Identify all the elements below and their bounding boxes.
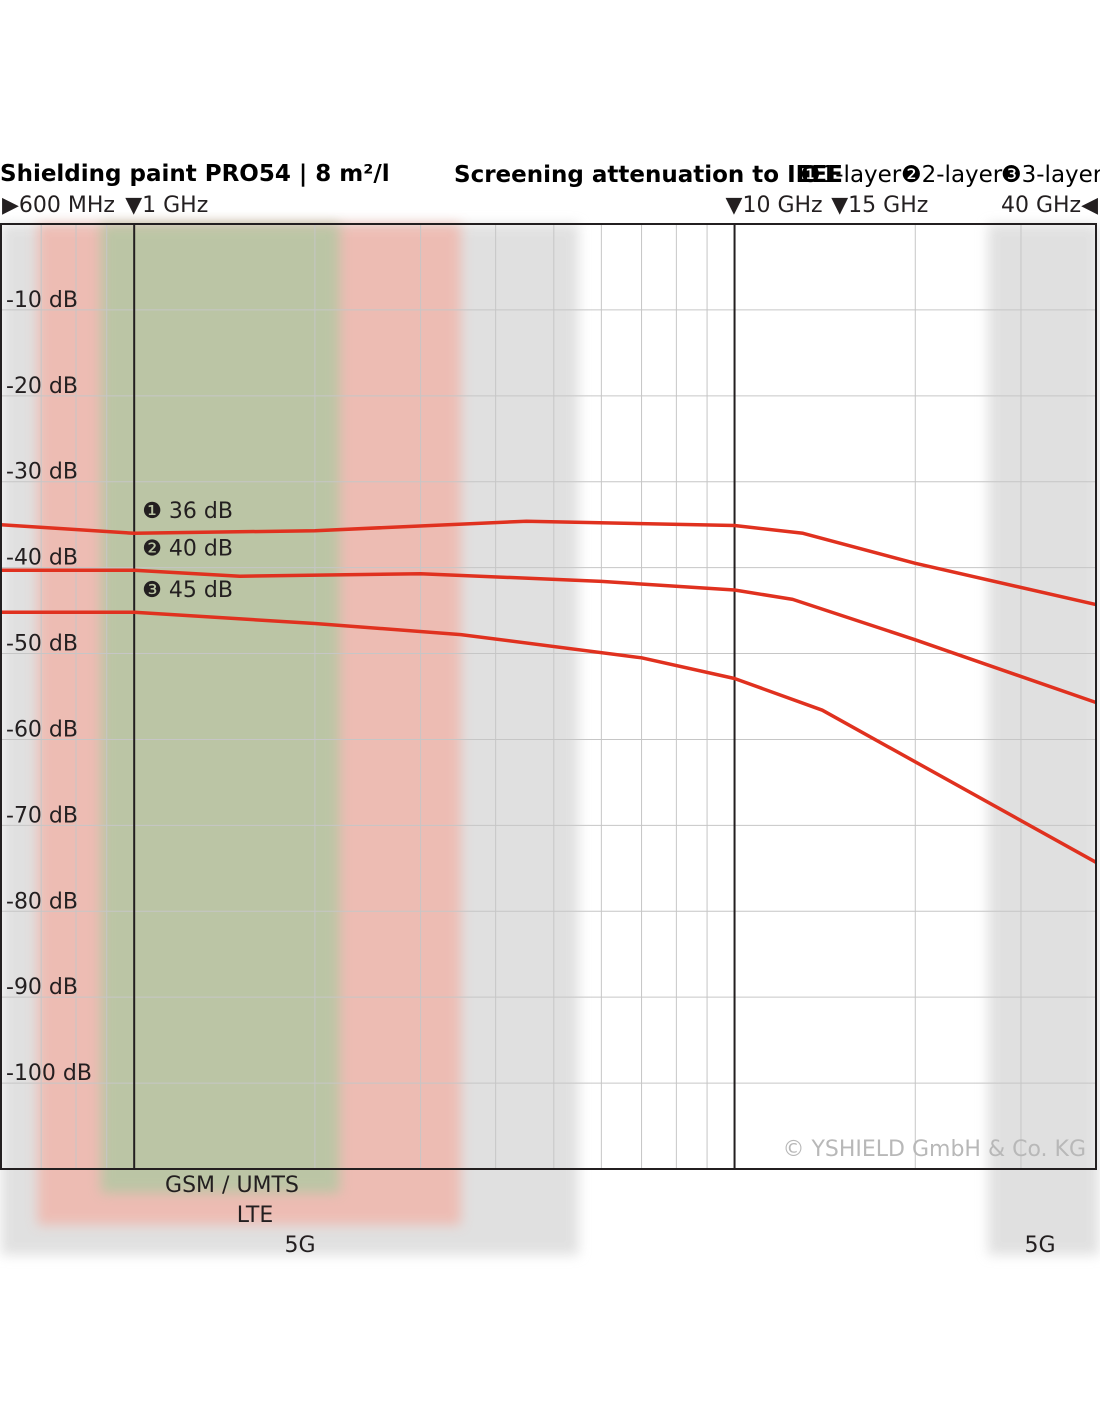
legend-layer-2: ❷2-layer [901,162,1003,188]
copyright-annotation: © YSHIELD GmbH & Co. KG [782,1137,1086,1162]
y-axis-ticks: -10 dB -20 dB -30 dB -40 dB -50 dB -60 dB -70 … [6,288,92,1086]
band-label-2: LTE [237,1203,274,1228]
series-line-3 [1,610,1097,864]
legend-label-3: 3-layer [1022,162,1100,188]
y-tick-label-7: -80 dB [6,889,78,914]
y-tick-label-4: -50 dB [6,632,78,657]
y-tick-label-5: -60 dB [6,717,78,742]
series-labels: ❶ 36 dB ❷ 40 dB ❸ 45 dB [142,499,233,603]
x-tick-label-3: ▼15 GHz [831,193,928,218]
legend-layer-1: ❶1-layer [800,162,902,188]
x-tick-label-1: ▼1 GHz [125,193,208,218]
chart-grid [1,224,1096,1169]
legend-layer-3: ❸3-layer [1001,162,1100,188]
x-tick-label-4: 40 GHz◀ [1001,193,1098,218]
y-tick-label-6: -70 dB [6,803,78,828]
series-label-3: ❸ 45 dB [142,578,233,603]
x-axis-ticks: ▶600 MHz ▼1 GHz ▼10 GHz ▼15 GHz 40 GHz◀ [2,193,1098,218]
y-tick-label-2: -30 dB [6,460,78,485]
band-gsm-umts-3 [100,224,340,1193]
y-tick-label-1: -20 dB [6,374,78,399]
legend-label-1: 1-layer [821,162,902,188]
band-label-3: GSM / UMTS [165,1173,299,1198]
series-line-2 [1,568,1097,705]
legend-label-2: 2-layer [922,162,1003,188]
y-tick-label-0: -10 dB [6,288,78,313]
band-label-1: 5G [1024,1233,1055,1258]
series-label-1: ❶ 36 dB [142,499,233,524]
x-tick-label-0: ▶600 MHz [2,193,115,218]
plot-frame [0,223,1097,1170]
series-lines [0,519,1097,864]
frequency-bands: 5G 5G LTE GSM / UMTS [1,224,1099,1258]
legend-marker-3: ❸ [1001,162,1022,188]
legend-marker-2: ❷ [901,162,922,188]
y-tick-label-9: -100 dB [6,1061,92,1086]
chart-title: Shielding paint PRO54 | 8 m²/l [0,161,390,187]
legend-marker-1: ❶ [800,162,821,188]
x-tick-label-2: ▼10 GHz [726,193,823,218]
y-tick-label-3: -40 dB [6,546,78,571]
series-line-1 [0,519,1097,607]
y-tick-label-8: -90 dB [6,975,78,1000]
band-label-0: 5G [284,1233,315,1258]
attenuation-title: Screening attenuation to IEEE [454,162,843,188]
series-label-2: ❷ 40 dB [142,537,233,562]
